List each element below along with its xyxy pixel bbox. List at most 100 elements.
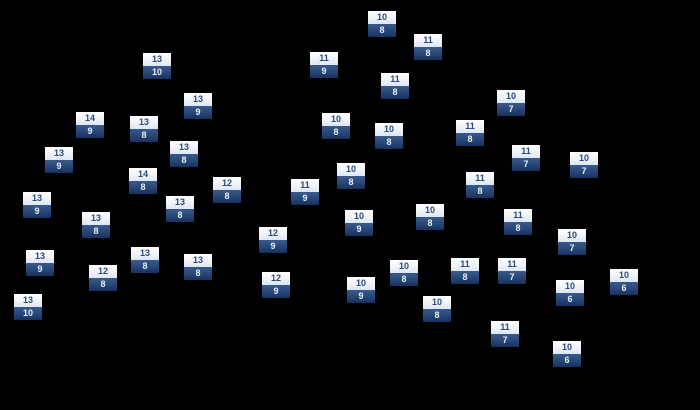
label-box[interactable]: 14 9	[76, 112, 104, 138]
label-bottom-value: 8	[456, 133, 484, 146]
label-bottom-value: 7	[491, 334, 519, 347]
label-bottom-value: 8	[375, 136, 403, 149]
label-bottom-value: 8	[451, 271, 479, 284]
label-box[interactable]: 10 8	[390, 260, 418, 286]
label-bottom-value: 8	[414, 47, 442, 60]
label-bottom-value: 9	[347, 290, 375, 303]
label-box[interactable]: 11 8	[456, 120, 484, 146]
label-top-value: 10	[558, 229, 586, 242]
label-box[interactable]: 12 8	[89, 265, 117, 291]
label-box[interactable]: 13 10	[143, 53, 171, 79]
label-bottom-value: 8	[82, 225, 110, 238]
label-top-value: 11	[381, 73, 409, 86]
label-box[interactable]: 10 8	[322, 113, 350, 139]
label-box[interactable]: 13 10	[14, 294, 42, 320]
label-box[interactable]: 13 8	[130, 116, 158, 142]
label-box[interactable]: 11 8	[504, 209, 532, 235]
label-top-value: 11	[456, 120, 484, 133]
label-box[interactable]: 11 7	[498, 258, 526, 284]
label-box[interactable]: 11 8	[414, 34, 442, 60]
label-box[interactable]: 12 9	[259, 227, 287, 253]
label-top-value: 11	[491, 321, 519, 334]
label-top-value: 14	[129, 168, 157, 181]
label-box[interactable]: 11 8	[381, 73, 409, 99]
label-top-value: 13	[130, 116, 158, 129]
label-box[interactable]: 12 8	[213, 177, 241, 203]
label-top-value: 13	[14, 294, 42, 307]
label-bottom-value: 8	[466, 185, 494, 198]
label-top-value: 13	[26, 250, 54, 263]
label-top-value: 11	[512, 145, 540, 158]
label-top-value: 11	[466, 172, 494, 185]
label-box[interactable]: 13 8	[184, 254, 212, 280]
label-box[interactable]: 11 8	[451, 258, 479, 284]
label-box[interactable]: 10 8	[368, 11, 396, 37]
label-top-value: 13	[143, 53, 171, 66]
label-bottom-value: 8	[89, 278, 117, 291]
label-top-value: 13	[184, 254, 212, 267]
label-bottom-value: 10	[14, 307, 42, 320]
label-box[interactable]: 11 7	[512, 145, 540, 171]
label-box[interactable]: 13 9	[45, 147, 73, 173]
label-bottom-value: 9	[23, 205, 51, 218]
label-box[interactable]: 10 6	[553, 341, 581, 367]
label-top-value: 13	[23, 192, 51, 205]
label-top-value: 13	[166, 196, 194, 209]
label-top-value: 10	[423, 296, 451, 309]
label-top-value: 11	[504, 209, 532, 222]
label-bottom-value: 7	[497, 103, 525, 116]
label-bottom-value: 9	[76, 125, 104, 138]
label-top-value: 14	[76, 112, 104, 125]
label-bottom-value: 8	[337, 176, 365, 189]
label-top-value: 12	[259, 227, 287, 240]
label-box[interactable]: 13 8	[170, 141, 198, 167]
label-bottom-value: 8	[184, 267, 212, 280]
label-box[interactable]: 13 9	[26, 250, 54, 276]
label-bottom-value: 7	[570, 165, 598, 178]
label-box[interactable]: 10 9	[347, 277, 375, 303]
label-box[interactable]: 10 8	[416, 204, 444, 230]
label-box[interactable]: 10 7	[558, 229, 586, 255]
label-box[interactable]: 10 6	[610, 269, 638, 295]
label-box[interactable]: 13 8	[131, 247, 159, 273]
label-top-value: 12	[213, 177, 241, 190]
label-bottom-value: 7	[558, 242, 586, 255]
label-top-value: 10	[337, 163, 365, 176]
label-top-value: 10	[322, 113, 350, 126]
label-box[interactable]: 10 6	[556, 280, 584, 306]
label-bottom-value: 9	[291, 192, 319, 205]
label-top-value: 11	[414, 34, 442, 47]
label-box[interactable]: 13 9	[23, 192, 51, 218]
label-box[interactable]: 10 8	[423, 296, 451, 322]
label-box[interactable]: 13 8	[166, 196, 194, 222]
label-top-value: 11	[291, 179, 319, 192]
label-box[interactable]: 10 7	[497, 90, 525, 116]
label-box[interactable]: 10 7	[570, 152, 598, 178]
label-bottom-value: 8	[416, 217, 444, 230]
label-box[interactable]: 11 9	[291, 179, 319, 205]
label-top-value: 11	[498, 258, 526, 271]
label-top-value: 10	[497, 90, 525, 103]
label-bottom-value: 8	[170, 154, 198, 167]
label-box[interactable]: 12 9	[262, 272, 290, 298]
label-box[interactable]: 13 8	[82, 212, 110, 238]
label-box[interactable]: 11 7	[491, 321, 519, 347]
label-bottom-value: 9	[26, 263, 54, 276]
label-box[interactable]: 11 8	[466, 172, 494, 198]
label-box[interactable]: 11 9	[310, 52, 338, 78]
label-box[interactable]: 10 8	[375, 123, 403, 149]
label-bottom-value: 8	[322, 126, 350, 139]
label-top-value: 10	[553, 341, 581, 354]
label-bottom-value: 8	[381, 86, 409, 99]
label-box[interactable]: 14 8	[129, 168, 157, 194]
label-top-value: 13	[82, 212, 110, 225]
label-bottom-value: 7	[498, 271, 526, 284]
label-top-value: 10	[368, 11, 396, 24]
label-box[interactable]: 13 9	[184, 93, 212, 119]
label-top-value: 10	[570, 152, 598, 165]
label-bottom-value: 8	[390, 273, 418, 286]
label-box[interactable]: 10 9	[345, 210, 373, 236]
label-bottom-value: 6	[556, 293, 584, 306]
label-box[interactable]: 10 8	[337, 163, 365, 189]
